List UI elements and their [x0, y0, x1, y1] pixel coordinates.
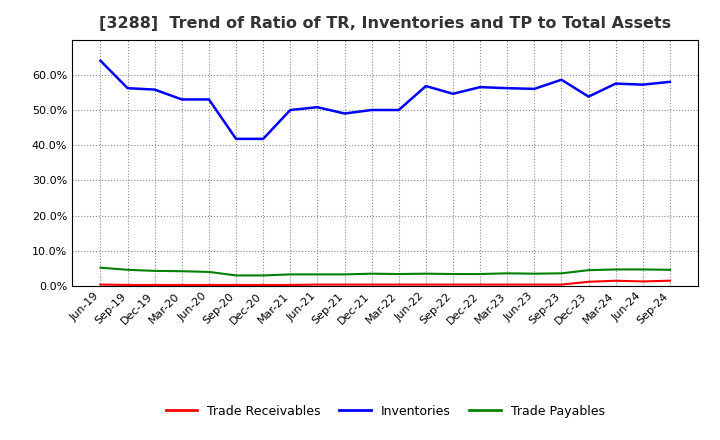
Inventories: [584, 94, 593, 99]
Inventories: [178, 97, 186, 102]
Trade Receivables: [96, 282, 105, 287]
Trade Receivables: [421, 282, 430, 287]
Trade Receivables: [584, 279, 593, 284]
Trade Payables: [449, 271, 457, 277]
Inventories: [259, 136, 268, 142]
Title: [3288]  Trend of Ratio of TR, Inventories and TP to Total Assets: [3288] Trend of Ratio of TR, Inventories…: [99, 16, 671, 32]
Trade Payables: [421, 271, 430, 276]
Trade Receivables: [150, 282, 159, 288]
Inventories: [639, 82, 647, 87]
Inventories: [530, 86, 539, 92]
Inventories: [341, 111, 349, 116]
Trade Receivables: [449, 282, 457, 287]
Inventories: [421, 84, 430, 89]
Trade Payables: [476, 271, 485, 277]
Trade Receivables: [503, 282, 511, 287]
Inventories: [96, 58, 105, 63]
Trade Payables: [503, 271, 511, 276]
Trade Receivables: [476, 282, 485, 287]
Trade Payables: [639, 267, 647, 272]
Trade Receivables: [395, 282, 403, 287]
Inventories: [611, 81, 620, 86]
Trade Payables: [232, 273, 240, 278]
Trade Payables: [313, 272, 322, 277]
Inventories: [232, 136, 240, 142]
Trade Payables: [204, 269, 213, 275]
Trade Receivables: [639, 279, 647, 284]
Trade Payables: [665, 267, 674, 272]
Trade Payables: [286, 272, 294, 277]
Trade Payables: [557, 271, 566, 276]
Trade Receivables: [313, 282, 322, 287]
Trade Receivables: [557, 282, 566, 287]
Trade Payables: [96, 265, 105, 270]
Trade Receivables: [232, 282, 240, 288]
Trade Receivables: [123, 282, 132, 288]
Inventories: [204, 97, 213, 102]
Trade Payables: [367, 271, 376, 276]
Trade Payables: [123, 267, 132, 272]
Trade Payables: [611, 267, 620, 272]
Inventories: [449, 91, 457, 96]
Inventories: [286, 107, 294, 113]
Inventories: [395, 107, 403, 113]
Trade Payables: [178, 268, 186, 274]
Trade Receivables: [204, 282, 213, 288]
Line: Trade Payables: Trade Payables: [101, 268, 670, 275]
Trade Receivables: [341, 282, 349, 287]
Inventories: [557, 77, 566, 82]
Inventories: [503, 85, 511, 91]
Inventories: [476, 84, 485, 90]
Inventories: [150, 87, 159, 92]
Trade Payables: [341, 272, 349, 277]
Trade Payables: [150, 268, 159, 274]
Trade Receivables: [611, 278, 620, 283]
Trade Receivables: [530, 282, 539, 287]
Trade Receivables: [178, 282, 186, 288]
Line: Inventories: Inventories: [101, 61, 670, 139]
Trade Payables: [395, 271, 403, 277]
Trade Payables: [530, 271, 539, 276]
Trade Payables: [259, 273, 268, 278]
Inventories: [665, 79, 674, 84]
Trade Receivables: [286, 282, 294, 288]
Legend: Trade Receivables, Inventories, Trade Payables: Trade Receivables, Inventories, Trade Pa…: [161, 400, 610, 423]
Line: Trade Receivables: Trade Receivables: [101, 281, 670, 285]
Trade Payables: [584, 268, 593, 273]
Inventories: [313, 105, 322, 110]
Inventories: [123, 85, 132, 91]
Trade Receivables: [367, 282, 376, 287]
Inventories: [367, 107, 376, 113]
Trade Receivables: [259, 282, 268, 288]
Trade Receivables: [665, 278, 674, 283]
